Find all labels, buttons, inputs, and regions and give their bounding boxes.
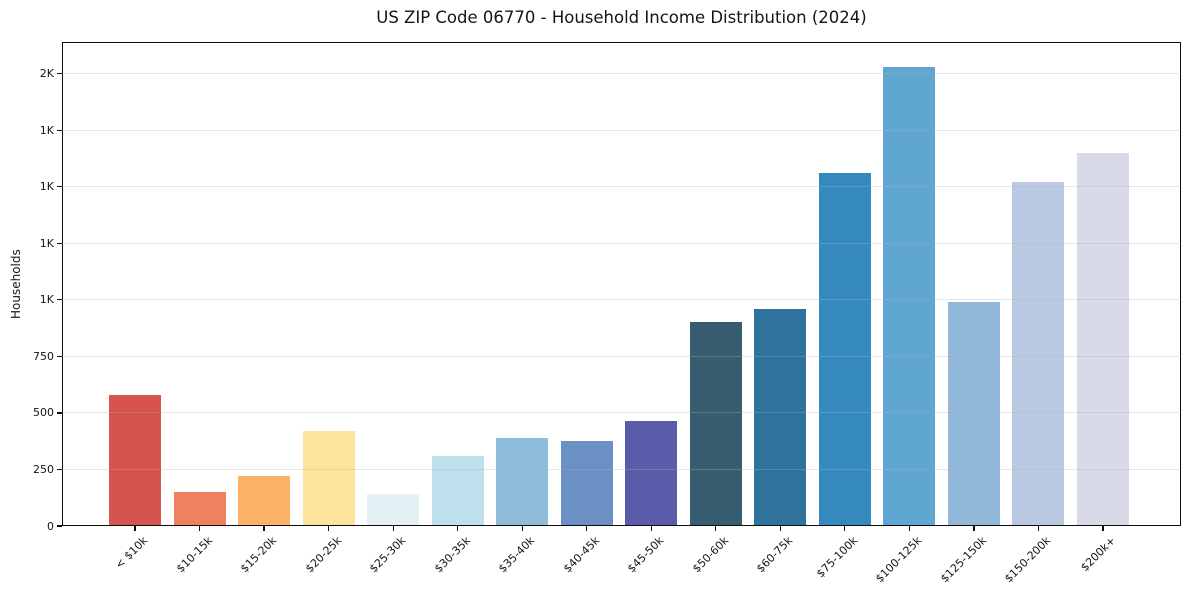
y-tick-mark — [57, 299, 62, 301]
bar-$45-50k — [625, 420, 678, 526]
y-tick-label: 250 — [33, 462, 54, 476]
gridline-500 — [62, 412, 1181, 414]
y-tick-mark — [57, 468, 62, 471]
bar-$60-75k — [754, 308, 807, 526]
bar-$20-25k — [302, 431, 355, 526]
x-tick-mark — [457, 526, 459, 531]
x-tick-mark — [650, 526, 652, 531]
x-tick-label: $10-15k — [173, 534, 215, 576]
y-tick-label: 2K — [39, 67, 54, 81]
y-tick-label: 1K — [39, 293, 54, 307]
gridline-1000 — [62, 299, 1181, 301]
x-tick-label: $100-125k — [873, 534, 925, 586]
bar-$40-45k — [560, 441, 613, 526]
y-tick-mark — [57, 355, 62, 357]
x-tick-label: $45-50k — [625, 534, 667, 576]
y-tick-mark — [57, 412, 62, 414]
y-tick-mark — [57, 525, 62, 527]
y-tick-mark — [57, 129, 62, 131]
x-tick-mark — [263, 526, 265, 531]
x-tick-mark — [327, 526, 330, 531]
gridline-2000 — [62, 73, 1181, 75]
x-tick-label: $150-200k — [1002, 534, 1054, 586]
bar-$200k+ — [1076, 152, 1129, 526]
bar-< $10k — [109, 394, 161, 526]
chart-title: US ZIP Code 06770 - Household Income Dis… — [376, 8, 867, 27]
y-tick-mark — [57, 186, 62, 188]
x-tick-label: < $10k — [112, 534, 151, 572]
x-tick-label: $200k+ — [1078, 534, 1119, 575]
x-tick-mark — [1037, 526, 1040, 531]
y-tick-label: 1K — [39, 180, 54, 194]
x-tick-mark — [392, 526, 394, 531]
y-tick-label: 750 — [33, 349, 54, 363]
x-tick-label: $75-100k — [813, 534, 861, 581]
bar-$50-60k — [689, 322, 742, 526]
x-tick-mark — [586, 526, 588, 531]
y-tick-label: 0 — [47, 519, 54, 533]
x-tick-mark — [973, 526, 975, 531]
gridline-1750 — [62, 129, 1181, 131]
x-tick-label: $25-30k — [367, 534, 409, 576]
bar-$15-20k — [238, 476, 291, 526]
bar-$75-100k — [818, 173, 871, 526]
x-tick-mark — [521, 526, 523, 531]
x-tick-mark — [134, 526, 136, 531]
x-tick-mark — [1102, 526, 1104, 531]
bar-$100-125k — [883, 66, 936, 526]
y-tick-mark — [57, 242, 62, 244]
x-tick-mark — [844, 526, 846, 531]
bar-$30-35k — [431, 455, 484, 526]
x-tick-label: $125-150k — [937, 534, 990, 586]
y-tick-label: 500 — [33, 406, 54, 420]
x-tick-mark — [715, 526, 717, 531]
y-tick-mark — [57, 73, 62, 75]
plot-border — [62, 42, 1181, 526]
bar-$25-30k — [367, 494, 420, 526]
gridline-750 — [62, 355, 1181, 357]
y-tick-label: 1K — [39, 123, 54, 137]
gridline-1500 — [62, 186, 1181, 188]
x-tick-mark — [198, 526, 201, 531]
x-tick-label: $15-20k — [237, 534, 280, 576]
y-tick-label: 1K — [39, 236, 54, 250]
x-tick-label: $50-60k — [689, 534, 731, 576]
x-tick-label: $40-45k — [560, 534, 602, 576]
x-tick-mark — [779, 526, 781, 531]
gridline-1250 — [62, 242, 1181, 244]
y-axis-label: Households — [9, 249, 23, 319]
bar-$150-200k — [1012, 182, 1065, 526]
x-tick-label: $30-35k — [431, 534, 473, 576]
bar-$35-40k — [496, 437, 549, 526]
x-tick-mark — [908, 526, 910, 531]
x-tick-label: $20-25k — [302, 534, 344, 576]
bar-$125-150k — [947, 302, 1000, 526]
bar-$10-15k — [173, 492, 226, 526]
x-tick-label: $60-75k — [754, 534, 796, 576]
gridline-250 — [62, 468, 1181, 470]
x-tick-label: $35-40k — [496, 534, 538, 576]
